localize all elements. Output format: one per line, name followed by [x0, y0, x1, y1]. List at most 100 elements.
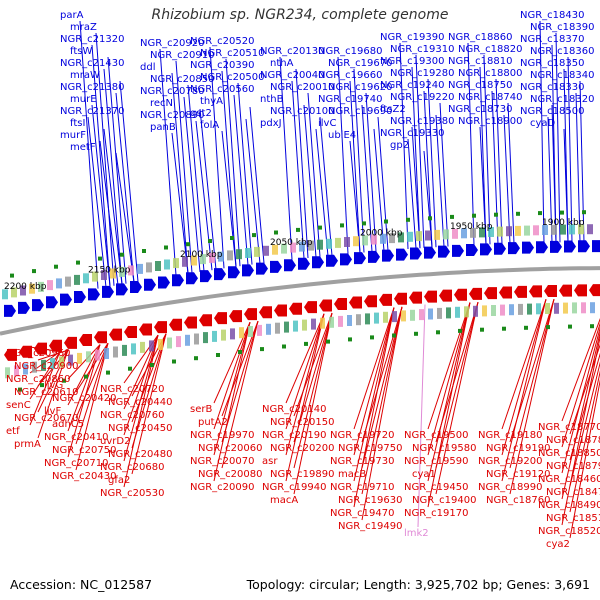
feature-block [146, 262, 152, 273]
kbp-tick-label: 1900 kbp [542, 218, 585, 228]
feature-block [236, 249, 242, 260]
feature-mark [494, 212, 498, 217]
feature-block [479, 227, 485, 238]
forward-leader-line [365, 92, 377, 252]
reverse-gene-arrow [394, 292, 407, 305]
reverse-gene-label: NGR_c19190 [486, 443, 551, 454]
reverse-gene-arrow [469, 287, 482, 300]
feature-block [86, 351, 91, 363]
reverse-leader-line [293, 312, 333, 495]
reverse-gene-arrow [484, 287, 497, 300]
feature-block [77, 352, 82, 364]
forward-gene-label: folA [200, 120, 219, 131]
reverse-leader-line [561, 318, 600, 422]
forward-leader-line [361, 104, 373, 252]
feature-block [119, 266, 125, 277]
feature-block [380, 233, 386, 244]
feature-block [416, 231, 422, 242]
reverse-gene-arrow [109, 328, 122, 341]
forward-gene-label: NGR_c19300 [380, 56, 445, 67]
feature-block [302, 319, 307, 331]
reverse-leader-line [361, 306, 403, 495]
forward-gene-arrow [298, 257, 310, 270]
feature-block [23, 363, 28, 375]
feature-mark [150, 363, 154, 367]
reverse-gene-label: prmA [14, 439, 41, 450]
reverse-gene-arrow [439, 289, 452, 302]
reverse-gene-label: NGR_c19730 [330, 456, 395, 467]
feature-block [461, 228, 467, 239]
reverse-gene-label: NGR_c19940 [262, 482, 327, 493]
reverse-gene-arrow [4, 348, 17, 361]
forward-gene-arrow [200, 270, 212, 283]
reverse-gene-label: NGR_c18760 [486, 495, 551, 506]
feature-block [419, 309, 424, 321]
feature-block [452, 228, 458, 239]
kbp-tick-label: 1950 kbp [450, 222, 493, 232]
forward-leader-line [575, 92, 581, 243]
forward-gene-arrow [130, 281, 142, 294]
forward-leader-line [479, 66, 487, 245]
kbp-tick-label: 2050 kbp [270, 238, 313, 248]
feature-block [290, 242, 296, 253]
feature-block [11, 287, 17, 298]
feature-block [563, 302, 568, 314]
feature-mark [230, 236, 234, 240]
forward-gene-label: NGR_c18350 [520, 58, 585, 69]
forward-leader-line [439, 102, 449, 247]
forward-gene-label: murF [60, 130, 86, 141]
reverse-leader-line [353, 307, 395, 508]
forward-leader-line [377, 116, 389, 251]
forward-gene-label: NGR_c20780 [140, 86, 205, 97]
forward-gene-label: NGR_c20040 [260, 70, 325, 81]
reverse-gene-label: NGR_c18850 [538, 448, 600, 459]
feature-block [230, 328, 235, 340]
reverse-gene-label: uvrD2 [100, 436, 130, 447]
feature-block [104, 348, 109, 359]
forward-gene-label: NGR_c18390 [530, 22, 595, 33]
feature-block [344, 237, 350, 247]
reverse-gene-label: NGR_c20530 [100, 488, 165, 499]
reverse-gene-label: NGR_c20140 [262, 404, 327, 415]
forward-gene-arrow [102, 285, 114, 298]
reverse-gene-arrow [79, 334, 92, 347]
feature-block [536, 303, 541, 315]
feature-block [443, 229, 449, 240]
feature-block [371, 234, 377, 245]
feature-block [38, 281, 44, 292]
feature-block [578, 224, 584, 235]
accession-text: Accession: NC_012587 [10, 577, 153, 592]
feature-mark [274, 230, 278, 235]
feature-block [5, 367, 10, 379]
forward-gene-label: NGR_c18900 [458, 116, 523, 127]
reverse-gene-label: NGR_c20190 [262, 430, 327, 441]
reverse-leader-line [293, 312, 333, 417]
feature-block [425, 230, 431, 241]
reverse-leader-line [509, 298, 555, 495]
reverse-gene-label: NGR_c20960 [6, 348, 71, 359]
feature-block [473, 305, 478, 317]
forward-gene-label: NGR_c20130 [260, 46, 325, 57]
feature-block [464, 306, 469, 318]
feature-mark [458, 328, 462, 333]
feature-block [500, 304, 505, 316]
feature-block [164, 259, 170, 270]
feature-block [338, 315, 343, 327]
feature-mark [384, 219, 388, 224]
forward-gene-label: NGR_c19690 [328, 106, 393, 117]
forward-leader-line [551, 104, 557, 243]
reverse-gene-arrow [49, 339, 62, 352]
forward-gene-label: ilvC [318, 118, 336, 129]
forward-gene-arrow [32, 299, 44, 312]
forward-gene-label: NGR_c20890 [140, 110, 205, 121]
feature-block [113, 346, 118, 358]
reverse-leader-line [569, 352, 600, 461]
feature-block [128, 265, 134, 276]
forward-gene-label: panB [150, 122, 176, 133]
feature-block [263, 245, 269, 256]
reverse-gene-arrow [64, 336, 77, 349]
feature-block [257, 324, 262, 336]
feature-block [434, 229, 440, 240]
reverse-leader-line [75, 343, 109, 471]
